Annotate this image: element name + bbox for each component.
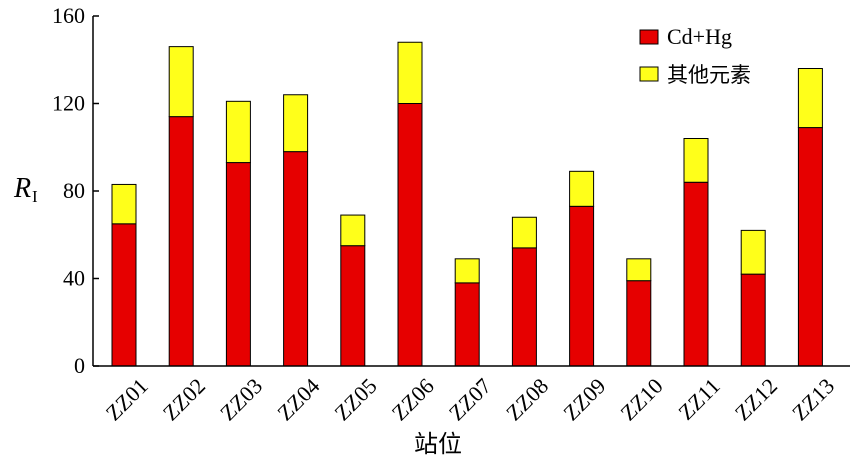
y-axis-title-main: R bbox=[13, 173, 31, 204]
legend: Cd+Hg 其他元素 bbox=[639, 24, 751, 87]
y-tick-label: 0 bbox=[74, 353, 85, 378]
bar-zz03-series-1 bbox=[225, 100, 251, 164]
bar-zz10-series-1 bbox=[626, 258, 652, 282]
bar-zz07-series-1 bbox=[454, 258, 480, 284]
x-tick-label-zz07: ZZ07 bbox=[444, 373, 496, 425]
x-tick-label-zz01: ZZ01 bbox=[101, 373, 153, 425]
legend-swatch-series-1 bbox=[639, 66, 659, 82]
x-tick-label-zz03: ZZ03 bbox=[215, 373, 267, 425]
bar-zz08-series-0 bbox=[511, 247, 537, 367]
x-tick-label-zz06: ZZ06 bbox=[387, 373, 439, 425]
bar-zz03-series-0 bbox=[225, 162, 251, 367]
y-ticks-group: 0 40 80 120 160 bbox=[52, 3, 99, 378]
bar-zz05-series-0 bbox=[340, 245, 366, 367]
x-tick-label-zz12: ZZ12 bbox=[730, 373, 782, 425]
bar-zz06-series-1 bbox=[397, 41, 423, 104]
y-tick-label: 80 bbox=[63, 178, 85, 203]
bar-zz05-series-1 bbox=[340, 214, 366, 247]
plot-area: 0 40 80 120 160 ZZ01 ZZ02 ZZ03 ZZ04 ZZ05 ZZ06 ZZ07… bbox=[52, 3, 850, 425]
bar-zz09-series-0 bbox=[569, 205, 595, 367]
x-tick-label-zz13: ZZ13 bbox=[787, 373, 839, 425]
x-tick-label-zz05: ZZ05 bbox=[329, 373, 381, 425]
legend-label-series-0: Cd+Hg bbox=[667, 24, 732, 49]
x-ticks-group: ZZ01 ZZ02 ZZ03 ZZ04 ZZ05 ZZ06 ZZ07 ZZ08 ZZ09 ZZ10… bbox=[101, 373, 840, 425]
x-tick-label-zz10: ZZ10 bbox=[615, 373, 667, 425]
bar-zz07-series-0 bbox=[454, 282, 480, 367]
x-tick-label-zz11: ZZ11 bbox=[673, 373, 725, 425]
x-axis-title: 站位 bbox=[414, 430, 462, 458]
bars-group bbox=[111, 41, 823, 367]
x-tick-label-zz08: ZZ08 bbox=[501, 373, 553, 425]
bar-zz04-series-0 bbox=[283, 151, 309, 367]
bar-zz11-series-0 bbox=[683, 181, 709, 367]
bar-zz04-series-1 bbox=[283, 94, 309, 153]
bar-zz11-series-1 bbox=[683, 138, 709, 183]
x-tick-label-zz09: ZZ09 bbox=[558, 373, 610, 425]
bar-zz13-series-0 bbox=[797, 127, 823, 367]
y-axis-title-subscript: I bbox=[32, 187, 38, 206]
y-axis-title: R I bbox=[13, 173, 38, 206]
x-tick-label-zz02: ZZ02 bbox=[158, 373, 210, 425]
bar-zz02-series-1 bbox=[168, 46, 194, 118]
y-tick-label: 40 bbox=[63, 266, 85, 291]
bar-zz10-series-0 bbox=[626, 280, 652, 367]
bar-zz13-series-1 bbox=[797, 68, 823, 129]
y-tick-label: 160 bbox=[52, 3, 85, 28]
x-tick-label-zz04: ZZ04 bbox=[272, 373, 324, 425]
bar-zz01-series-1 bbox=[111, 183, 137, 225]
bar-zz12-series-0 bbox=[740, 273, 766, 367]
y-tick-label: 120 bbox=[52, 91, 85, 116]
bar-zz02-series-0 bbox=[168, 116, 194, 367]
bar-zz06-series-0 bbox=[397, 103, 423, 367]
bar-zz01-series-0 bbox=[111, 223, 137, 367]
bar-zz08-series-1 bbox=[511, 216, 537, 249]
bar-zz12-series-1 bbox=[740, 229, 766, 275]
bar-zz09-series-1 bbox=[569, 170, 595, 207]
legend-label-series-1: 其他元素 bbox=[667, 63, 751, 87]
legend-swatch-series-0 bbox=[639, 29, 659, 45]
